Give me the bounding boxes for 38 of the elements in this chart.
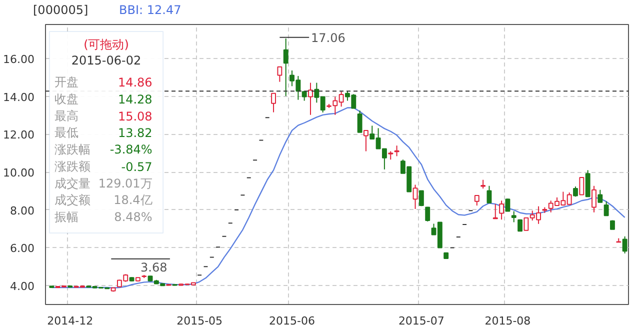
annotation: 17.06 (311, 30, 346, 45)
y-tick-label: 12.00 (3, 128, 35, 142)
line-series (51, 107, 626, 288)
x-tick-label: 2014-12 (47, 314, 94, 325)
y-tick-label: 10.00 (3, 166, 35, 180)
annotation: (可拖动) (84, 37, 129, 52)
y-tick-label: 4.00 (10, 280, 35, 294)
x-tick-label: 2015-06 (269, 314, 315, 325)
y-tick-label: 16.00 (3, 53, 35, 66)
annotation: 成交额 (54, 193, 90, 208)
chart-title: [000005] (33, 2, 88, 19)
annotation: 2015-06-02 (71, 54, 142, 68)
annotation: 13.82 (118, 126, 152, 140)
annotation: -3.84% (110, 142, 152, 157)
x-tick-label: 2015-07 (398, 314, 444, 325)
annotation: 15.08 (118, 109, 152, 124)
x-tick-label: 2015-05 (176, 314, 223, 325)
annotation: 开盘 (54, 75, 78, 90)
annotation: 3.68 (140, 260, 168, 274)
annotation: 14.86 (118, 76, 152, 90)
annotation: 振幅 (54, 210, 78, 224)
chart-subtitle: BBI: 12.47 (119, 2, 182, 19)
annotation: 收盘 (54, 92, 78, 106)
annotation: 129.01万 (98, 176, 152, 190)
candlestick (283, 38, 288, 97)
x-tick-label: 2015-08 (484, 314, 531, 325)
annotation: 18.4亿 (114, 193, 152, 208)
annotation: 成交量 (54, 176, 90, 190)
annotation: 14.28 (118, 92, 152, 106)
y-tick-label: 14.00 (3, 90, 35, 104)
annotation: 最高 (54, 108, 78, 123)
y-tick-label: 6.00 (10, 242, 35, 256)
annotation: 8.48% (114, 210, 152, 224)
annotation: 涨跌幅 (54, 142, 90, 157)
annotation: 涨跌额 (54, 159, 90, 174)
annotation: 最低 (54, 126, 78, 140)
y-tick-label: 8.00 (10, 204, 35, 218)
annotation: -0.57 (121, 160, 152, 174)
